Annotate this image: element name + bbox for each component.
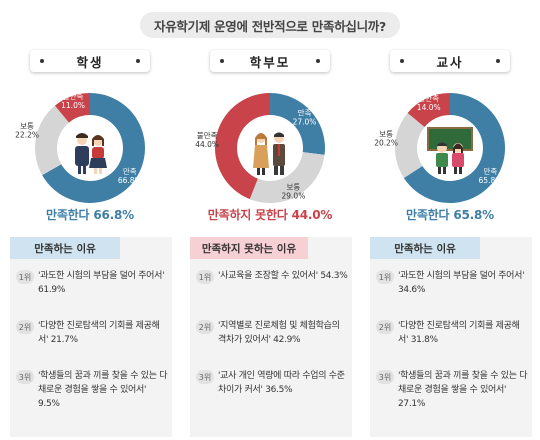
rank-badge: 2위	[16, 320, 34, 334]
headline-result: 만족하지 못한다 44.0%	[207, 208, 333, 222]
reason-text: '과도한 시험의 부담을 덜어 주어서' 34.6%	[398, 271, 525, 295]
group-teacher: 교사 만족 65.8% 보통 20.2% 불만족 14.0% 만족한다 65.8% 만족하…	[360, 50, 540, 440]
slice-value: 66.8%	[118, 176, 142, 185]
bullet-dot	[220, 59, 224, 63]
reason-box: 만족하지 못하는 이유 1위 '사교육을 조장할 수 있어서' 54.3% 2위…	[190, 237, 352, 437]
donut-slice-dissatisfied	[215, 93, 270, 200]
reason-text: '다양한 진로탐색의 기회를 제공해서' 21.7%	[38, 321, 160, 345]
reason-item: 1위 '과도한 시험의 부담을 덜어 주어서' 61.9%	[16, 269, 168, 297]
rank-badge: 1위	[376, 270, 394, 284]
group-title: 학부모	[210, 50, 330, 72]
slice-label: 만족	[298, 109, 312, 118]
rank-badge: 1위	[16, 270, 34, 284]
slice-value: 44.0%	[195, 140, 219, 149]
rank-badge: 2위	[376, 320, 394, 334]
illustration-parents	[253, 132, 285, 175]
slice-label: 보통	[379, 129, 393, 138]
group-parent: 학부모 만족 27.0% 보통 29.0% 불만족 44.0% 만족하지 못한다 44.0…	[180, 50, 360, 440]
reason-item: 2위 '다양한 진로탐색의 기회를 제공해서' 21.7%	[16, 319, 168, 347]
reason-text: '사교육을 조장할 수 있어서' 54.3%	[218, 271, 348, 281]
slice-value: 22.2%	[15, 130, 39, 139]
reason-item: 3위 '교사 개인 역량에 따라 수업의 수준차이가 커서' 36.5%	[196, 369, 348, 397]
question-banner: 자유학기제 운영에 전반적으로 만족하십니까?	[140, 12, 400, 38]
illustration-teachers	[427, 127, 473, 174]
reason-item: 3위 '학생들의 꿈과 끼를 찾을 수 있는 다채로운 경험을 쌓을 수 있어서…	[16, 369, 168, 411]
donut-slice-satisfied	[42, 93, 145, 203]
donut-slice-satisfied	[270, 93, 325, 155]
bullet-dot	[400, 59, 404, 63]
bullet-dot	[40, 59, 44, 63]
reason-item: 1위 '사교육을 조장할 수 있어서' 54.3%	[196, 269, 348, 284]
slice-value: 14.0%	[417, 103, 441, 112]
slice-value: 27.0%	[293, 118, 317, 127]
rank-badge: 2위	[196, 320, 214, 334]
reason-item: 3위 '학생들의 꿈과 끼를 찾을 수 있는 다채로운 경험을 쌓을 수 있어서…	[376, 369, 528, 411]
reason-box: 만족하는 이유 1위 '과도한 시험의 부담을 덜어 주어서' 61.9% 2위…	[10, 237, 172, 437]
reason-box: 만족하는 이유 1위 '과도한 시험의 부담을 덜어 주어서' 34.6% 2위…	[370, 237, 532, 437]
reason-item: 2위 '다양한 진로탐색의 기회를 제공해서' 31.8%	[376, 319, 528, 347]
slice-value: 29.0%	[282, 192, 306, 201]
group-title-text: 학생	[76, 54, 104, 70]
donut-slice-normal	[395, 112, 425, 179]
slice-value: 65.8%	[479, 176, 503, 185]
group-title-text: 학부모	[249, 54, 291, 70]
slice-label: 불만족	[197, 131, 218, 140]
reason-text: '학생들의 꿈과 끼를 찾을 수 있는 다채로운 경험을 쌓을 수 있어서' 2…	[398, 371, 528, 409]
reason-item: 2위 '지역별로 진로체험 및 체험학습의 격차가 있어서' 42.9%	[196, 319, 348, 347]
group-title: 학생	[30, 50, 150, 72]
rank-badge: 3위	[196, 370, 214, 384]
group-title-text: 교사	[436, 54, 464, 70]
slice-label: 불만족	[63, 92, 84, 101]
reason-item: 1위 '과도한 시험의 부담을 덜어 주어서' 34.6%	[376, 269, 528, 297]
group-title: 교사	[390, 50, 510, 72]
reason-text: '다양한 진로탐색의 기회를 제공해서' 31.8%	[398, 321, 520, 345]
slice-label: 만족	[123, 167, 137, 176]
donut-slice-dissatisfied	[54, 93, 90, 123]
illustration-students	[75, 133, 107, 174]
headline-result: 만족한다 65.8%	[406, 208, 494, 222]
headline-result: 만족한다 66.8%	[46, 208, 134, 222]
rank-badge: 3위	[376, 370, 394, 384]
bullet-dot	[496, 59, 500, 63]
bullet-dot	[316, 59, 320, 63]
donut-slice-normal	[34, 105, 69, 176]
donut-slice-normal	[249, 152, 325, 203]
reason-title: 만족하는 이유	[370, 237, 480, 259]
donut-slice-dissatisfied	[407, 93, 450, 127]
reason-text: '학생들의 꿈과 끼를 찾을 수 있는 다채로운 경험을 쌓을 수 있어서' 9…	[38, 371, 168, 409]
reason-title: 만족하지 못하는 이유	[190, 237, 308, 259]
slice-value: 11.0%	[61, 101, 85, 110]
slice-label: 보통	[20, 121, 34, 130]
slice-value: 20.2%	[374, 138, 398, 147]
slice-label: 보통	[287, 183, 301, 192]
reason-text: '과도한 시험의 부담을 덜어 주어서' 61.9%	[38, 271, 165, 295]
reason-text: '지역별로 진로체험 및 체험학습의 격차가 있어서' 42.9%	[218, 321, 340, 345]
slice-label: 불만족	[418, 94, 439, 103]
rank-badge: 1위	[196, 270, 214, 284]
slice-label: 만족	[484, 167, 498, 176]
reason-text: '교사 개인 역량에 따라 수업의 수준차이가 커서' 36.5%	[218, 371, 345, 395]
bullet-dot	[136, 59, 140, 63]
group-student: 학생 만족 66.8% 보통 22.2% 불만족 11.0% 만족한다 66.8% 만족하…	[0, 50, 180, 440]
donut-slice-satisfied	[403, 93, 505, 203]
reason-title: 만족하는 이유	[10, 237, 120, 259]
rank-badge: 3위	[16, 370, 34, 384]
